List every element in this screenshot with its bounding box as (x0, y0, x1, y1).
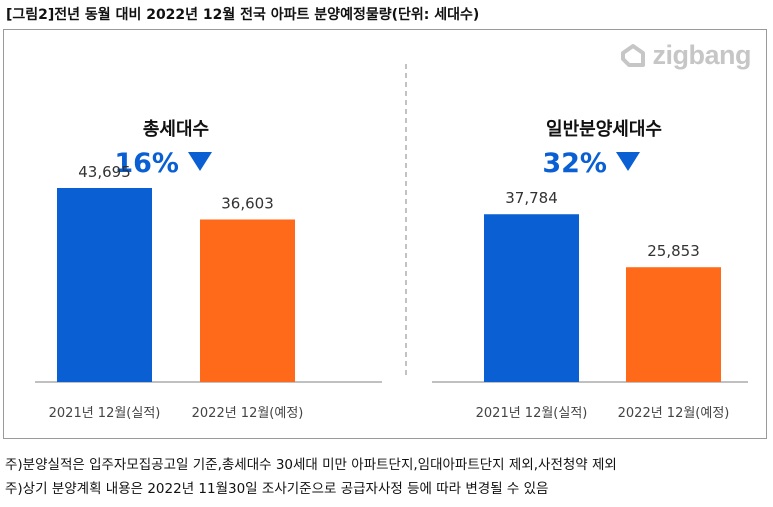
bar-value-label: 36,603 (221, 194, 274, 212)
x-tick-label: 2022년 12월(예정) (192, 406, 304, 421)
change-percent: 16% (114, 148, 179, 179)
chart-title: [그림2]전년 동월 대비 2022년 12월 전국 아파트 분양예정물량(단위… (6, 7, 480, 23)
bar-value-label: 43,695 (78, 163, 131, 181)
footnote-2: 주)상기 분양계획 내용은 2022년 11월30일 조사기준으로 공급자사정 … (5, 481, 549, 497)
change-percent: 32% (542, 148, 607, 179)
zigbang-logo: zigbang (619, 40, 752, 71)
panel-title: 일반분양세대수 (546, 119, 662, 140)
zigbang-logo-text: zigbang (652, 40, 752, 70)
footnote-1: 주)분양실적은 입주자모집공고일 기준,총세대수 30세대 미만 아파트단지,임… (5, 457, 617, 473)
down-triangle-icon (616, 152, 640, 171)
x-tick-label: 2021년 12월(실적) (49, 406, 161, 421)
chart-frame (3, 29, 767, 439)
bar (57, 187, 152, 382)
x-tick-label: 2021년 12월(실적) (476, 406, 588, 421)
bar-value-label: 25,853 (647, 242, 700, 260)
footnotes: 주)분양실적은 입주자모집공고일 기준,총세대수 30세대 미만 아파트단지,임… (5, 453, 617, 501)
panel-title: 총세대수 (143, 119, 209, 140)
bar (626, 267, 721, 382)
x-tick-label: 2022년 12월(예정) (618, 406, 730, 421)
down-triangle-icon (188, 152, 212, 171)
bar (200, 219, 295, 382)
bar (484, 214, 579, 382)
zigbang-logo-icon (620, 43, 645, 67)
bar-value-label: 37,784 (505, 189, 558, 207)
bar-chart-area: 총세대수 16%43,695 2021년 12월(실적) 36,603 2022년 12… (35, 64, 748, 421)
